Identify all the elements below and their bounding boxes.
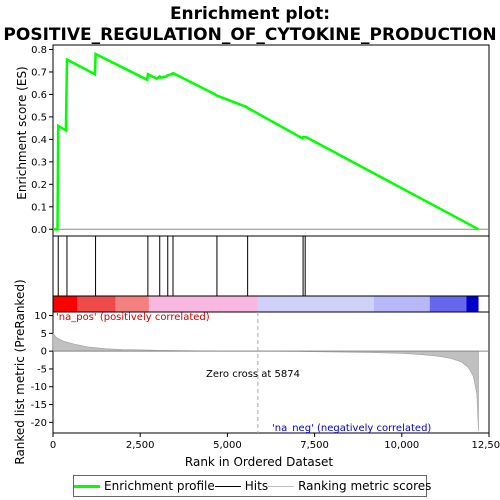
- x-tick-label: 2,500: [126, 440, 155, 451]
- ranking-metric-area: [52, 332, 479, 432]
- heatmap-segment: [77, 296, 116, 312]
- es-ytick-label: 0.3: [31, 157, 47, 168]
- legend-item-metric: Ranking metric scores: [268, 479, 431, 493]
- x-axis: 0 2,500 5,000 7,500 10,000 12,500: [50, 433, 500, 451]
- metric-ytick-label: -5: [37, 364, 47, 375]
- metric-ytick-label: -20: [31, 418, 47, 429]
- heatmap-segment: [373, 296, 430, 312]
- enrichment-profile-line: [53, 52, 480, 231]
- heatmap-segment: [53, 296, 78, 312]
- es-ytick-label: 0.1: [31, 202, 47, 213]
- legend: Enrichment profile Hits Ranking metric s…: [73, 475, 431, 497]
- chart-title-line1: Enrichment plot:: [170, 4, 330, 24]
- legend-item-hits: Hits: [214, 479, 269, 493]
- metric-ytick-label: -10: [31, 382, 47, 393]
- heatmap-segment: [429, 296, 467, 312]
- hits-frame: [52, 235, 490, 297]
- x-tick-label: 7,500: [300, 440, 329, 451]
- es-ytick-label: 0.2: [31, 180, 47, 191]
- rank-heatmap: [52, 295, 490, 313]
- legend-swatch-hits: [214, 485, 241, 487]
- legend-item-enrichment: Enrichment profile: [74, 479, 215, 493]
- legend-label-metric: Ranking metric scores: [298, 479, 432, 493]
- legend-swatch-enrichment: [74, 484, 100, 488]
- x-axis-label: Rank in Ordered Dataset: [185, 455, 333, 469]
- positive-correlation-label: 'na_pos' (positively correlated): [56, 312, 210, 323]
- es-ytick-label: 0.8: [31, 45, 47, 56]
- heatmap-segment: [148, 296, 258, 312]
- metric-ytick-label: 5: [41, 329, 47, 340]
- heatmap-segment: [115, 296, 149, 312]
- es-ylabel: Enrichment score (ES): [15, 66, 29, 199]
- x-tick-label: 0: [50, 440, 56, 451]
- zero-cross-label: Zero cross at 5874: [206, 369, 300, 380]
- metric-plot-frame: [52, 311, 490, 434]
- chart-title-line2: POSITIVE_REGULATION_OF_CYTOKINE_PRODUCTI…: [3, 25, 496, 45]
- negative-correlation-label: 'na_neg' (negatively correlated): [272, 423, 431, 434]
- metric-ytick-label: 0: [41, 347, 47, 358]
- heatmap-segment: [466, 296, 479, 312]
- es-ytick-label: 0.6: [31, 90, 47, 101]
- metric-ytick-label: 10: [34, 311, 47, 322]
- x-tick-label: 12,500: [472, 440, 500, 451]
- metric-ytick-label: -15: [31, 400, 47, 411]
- es-panel: 0.0 0.1 0.2 0.3 0.4 0.5 0.6 0.7 0.8: [31, 44, 490, 237]
- es-ytick-label: 0.4: [31, 135, 47, 146]
- es-ytick-label: 0.5: [31, 112, 47, 123]
- es-ytick-label: 0.7: [31, 67, 47, 78]
- legend-label-enrichment: Enrichment profile: [104, 479, 215, 493]
- metric-ylabel: Ranked list metric (PreRanked): [13, 279, 27, 464]
- x-tick-label: 5,000: [213, 440, 242, 451]
- legend-label-hits: Hits: [244, 479, 269, 493]
- metric-panel: 10 5 0 -5 -10 -15 -20 'na_pos' (positively corr…: [31, 311, 490, 434]
- legend-swatch-metric: [268, 485, 295, 487]
- hits-panel: [52, 235, 490, 297]
- es-ytick-label: 0.0: [31, 225, 47, 236]
- es-plot-frame: [52, 44, 490, 237]
- x-tick-label: 10,000: [384, 440, 419, 451]
- heatmap-segment: [257, 296, 374, 312]
